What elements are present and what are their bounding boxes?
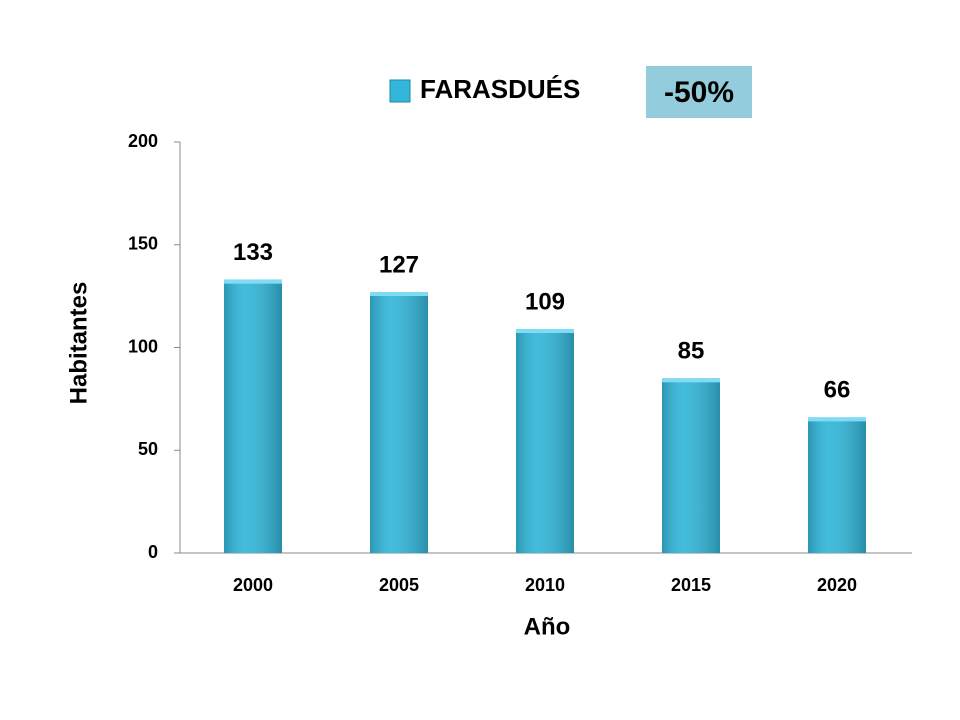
y-tick-label: 100 (128, 336, 158, 356)
value-label: 66 (824, 377, 851, 404)
value-label: 133 (233, 239, 273, 266)
bar-top (516, 329, 574, 334)
bar-shade (370, 292, 428, 553)
y-tick-label: 200 (128, 131, 158, 151)
bar-shade (662, 378, 720, 553)
y-axis-label: Habitantes (65, 282, 92, 405)
value-label: 85 (678, 338, 705, 365)
bar-shade (808, 417, 866, 553)
legend-marker (389, 79, 411, 103)
x-tick-label: 2010 (525, 575, 565, 595)
bar-top (662, 378, 720, 383)
bar-top (370, 292, 428, 297)
bar-top (224, 279, 282, 284)
value-label: 127 (379, 251, 419, 278)
x-tick-label: 2005 (379, 575, 419, 595)
annotation: -50% (664, 76, 734, 109)
bar-top (808, 417, 866, 422)
bar-shade (224, 279, 282, 553)
x-axis-label: Año (524, 613, 571, 640)
annotation-box (646, 66, 752, 118)
value-label: 109 (525, 288, 565, 315)
y-tick-label: 0 (148, 542, 158, 562)
bar-shade (516, 329, 574, 553)
x-tick-label: 2015 (671, 575, 711, 595)
x-tick-label: 2000 (233, 575, 273, 595)
x-tick-label: 2020 (817, 575, 857, 595)
y-tick-label: 150 (128, 234, 158, 254)
legend-label: FARASDUÉS (420, 74, 580, 104)
y-tick-label: 50 (138, 439, 158, 459)
